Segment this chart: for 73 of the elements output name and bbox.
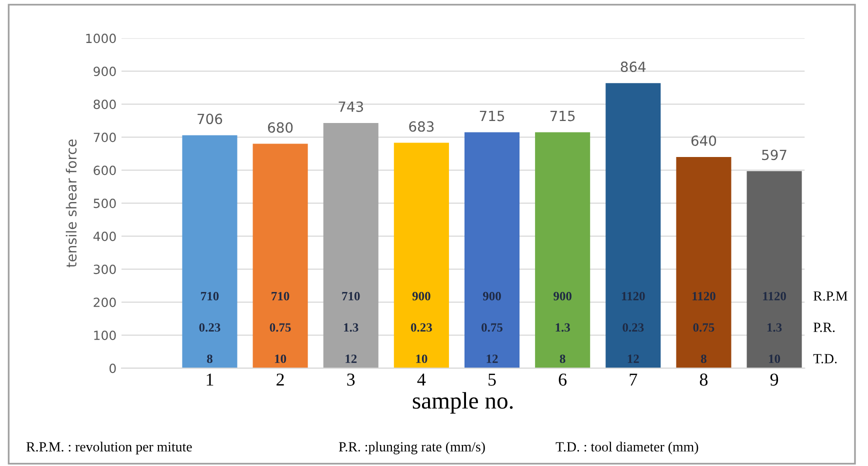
data-label: 680	[268, 122, 293, 133]
bar	[464, 132, 520, 368]
annotation: 0.75	[693, 323, 714, 332]
y-axis-title: tensile shear force	[66, 139, 77, 268]
data-label: 743	[338, 101, 364, 112]
data-label: 715	[480, 110, 504, 122]
y-tick-label: 200	[94, 298, 116, 308]
annotation: 1.3	[344, 323, 358, 332]
annotation: 8	[207, 354, 212, 364]
annotation: 0.75	[270, 323, 291, 332]
annotation: 710	[272, 292, 290, 300]
data-label: 597	[762, 150, 786, 160]
annotation: 1.3	[556, 323, 570, 332]
data-label: 715	[550, 110, 575, 122]
bar	[182, 135, 238, 368]
data-label: 683	[409, 121, 434, 132]
bar	[252, 144, 308, 368]
annotation: 8	[560, 354, 566, 364]
data-label: 864	[620, 62, 646, 72]
bar	[746, 171, 802, 368]
annotation: 12	[346, 354, 357, 363]
annotation: 900	[554, 292, 572, 300]
data-label: 640	[691, 135, 716, 146]
x-tick-label: 6	[558, 374, 567, 386]
text: P.R.	[814, 322, 835, 332]
annotation: 10	[416, 354, 428, 364]
x-tick-label: 7	[630, 374, 638, 386]
annotation: 10	[275, 354, 286, 364]
x-tick-label: 1	[206, 374, 214, 386]
bar	[323, 123, 378, 368]
y-tick-label: 1000	[86, 34, 116, 44]
text: P.R. :plunging rate (mm/s)	[338, 442, 485, 454]
annotation: 1.3	[767, 323, 782, 332]
text: T.D.	[813, 354, 837, 364]
x-tick-label: 5	[488, 374, 496, 386]
annotation: 12	[486, 354, 498, 363]
y-tick-label: 500	[94, 198, 116, 208]
annotation: 900	[482, 292, 501, 300]
annotation: 10	[769, 354, 780, 364]
y-tick-label: 100	[94, 330, 116, 340]
text: R.P.M	[814, 291, 848, 301]
y-tick-label: 900	[94, 66, 116, 76]
x-axis-title: sample no.	[412, 392, 513, 414]
y-tick-label: 0	[110, 364, 116, 374]
y-tick-label: 700	[94, 132, 116, 142]
annotation: 1120	[763, 292, 786, 300]
annotation: 0.23	[622, 323, 644, 332]
annotation: 1120	[692, 292, 716, 300]
x-tick-label: 4	[417, 374, 426, 386]
annotation: 900	[412, 292, 430, 300]
annotation: 710	[342, 292, 360, 300]
bar	[676, 156, 732, 368]
y-tick-label: 300	[94, 264, 116, 274]
y-tick-label: 400	[93, 232, 116, 242]
x-tick-label: 9	[770, 374, 778, 386]
y-tick-label: 800	[94, 100, 116, 110]
annotation: 0.23	[410, 323, 432, 332]
data-label: 706	[198, 114, 222, 124]
x-tick-label: 8	[700, 374, 708, 386]
annotation: 0.23	[199, 323, 220, 332]
bar	[606, 83, 661, 368]
annotation: 0.75	[482, 323, 502, 332]
text: R.P.M. : revolution per mitute	[26, 442, 192, 454]
bar	[535, 132, 590, 368]
y-tick-label: 600	[94, 166, 116, 176]
annotation: 710	[201, 292, 219, 300]
bar	[394, 142, 449, 368]
text: T.D. : tool diameter (mm)	[556, 442, 698, 454]
annotation: 1120	[622, 292, 645, 300]
x-tick-label: 2	[276, 374, 284, 386]
annotation: 8	[701, 354, 706, 364]
x-tick-label: 3	[347, 374, 355, 386]
annotation: 12	[628, 354, 639, 363]
